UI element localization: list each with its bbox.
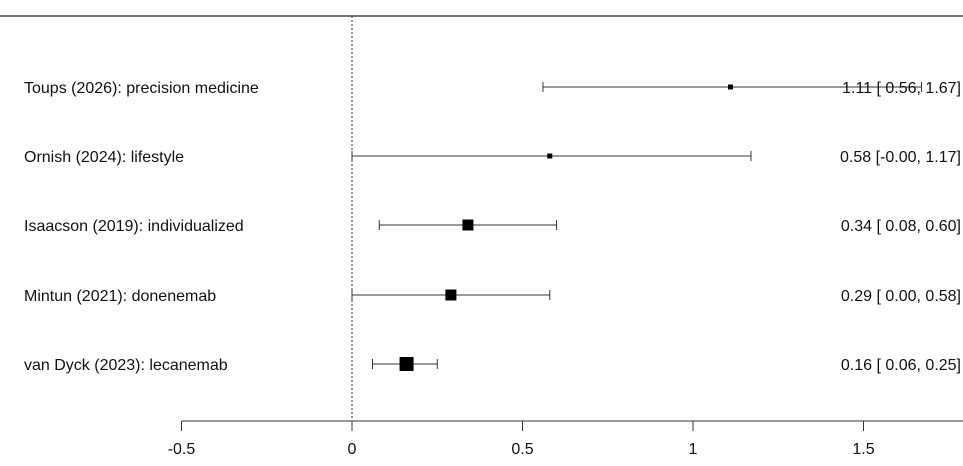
effect-ci-label: 0.29 [ 0.00, 0.58] xyxy=(841,288,961,305)
effect-ci-label: 0.34 [ 0.08, 0.60] xyxy=(841,218,961,235)
effect-ci-label: 1.11 [ 0.56, 1.67] xyxy=(842,80,961,97)
study-row: van Dyck (2023): lecanemab 0.16 [ 0.06, 0… xyxy=(24,357,961,374)
study-rows: Toups (2026): precision medicine 1.11 [ 0… xyxy=(24,80,961,374)
x-tick-label: 1 xyxy=(689,441,698,458)
study-label: Ornish (2024): lifestyle xyxy=(24,149,184,166)
study-row: Ornish (2024): lifestyle 0.58 [-0.00, 1.1… xyxy=(24,149,961,166)
x-tick-label: 1.5 xyxy=(852,441,874,458)
study-label: Mintun (2021): donenemab xyxy=(24,288,216,305)
x-tick-label: -0.5 xyxy=(168,441,196,458)
x-tick-label: 0.5 xyxy=(511,441,533,458)
study-row: Isaacson (2019): individualized 0.34 [ 0.… xyxy=(24,218,961,235)
study-row: Toups (2026): precision medicine 1.11 [ 0… xyxy=(24,80,961,97)
effect-marker xyxy=(445,289,457,301)
x-axis: -0.500.511.52 xyxy=(168,420,963,458)
effect-ci-label: 0.16 [ 0.06, 0.25] xyxy=(841,357,961,374)
study-label: Isaacson (2019): individualized xyxy=(24,218,244,235)
effect-marker xyxy=(728,84,734,90)
effect-marker xyxy=(399,357,414,371)
effect-marker xyxy=(547,153,553,159)
study-label: van Dyck (2023): lecanemab xyxy=(24,357,228,374)
x-tick-label: 0 xyxy=(348,441,357,458)
study-label: Toups (2026): precision medicine xyxy=(24,80,259,97)
effect-marker xyxy=(462,219,474,231)
study-row: Mintun (2021): donenemab 0.29 [ 0.00, 0.5… xyxy=(24,288,961,305)
effect-ci-label: 0.58 [-0.00, 1.17] xyxy=(840,149,961,166)
